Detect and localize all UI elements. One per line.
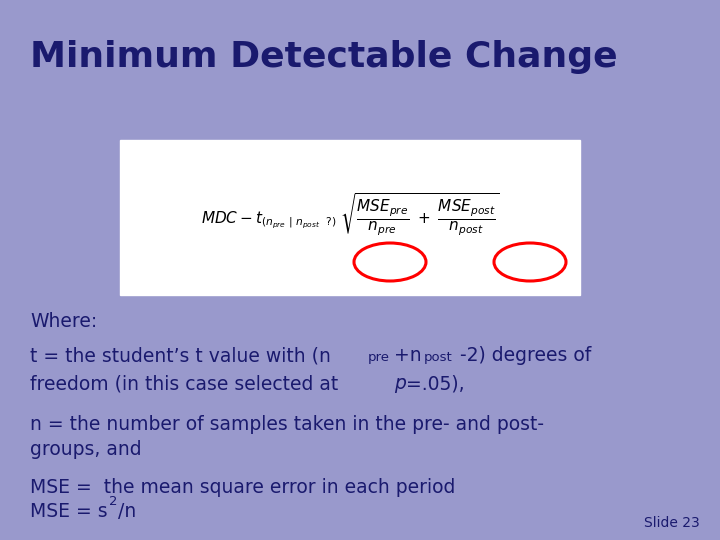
Text: post: post [424,351,453,364]
Text: MSE = s: MSE = s [30,502,107,521]
Text: /n: /n [118,502,136,521]
Text: n = the number of samples taken in the pre- and post-: n = the number of samples taken in the p… [30,415,544,434]
Text: freedom (in this case selected at: freedom (in this case selected at [30,374,344,393]
Text: Slide 23: Slide 23 [644,516,700,530]
Text: p: p [394,374,406,393]
Text: -2) degrees of: -2) degrees of [460,346,591,365]
Text: 2: 2 [109,495,117,508]
Text: Minimum Detectable Change: Minimum Detectable Change [30,40,618,74]
Text: groups, and: groups, and [30,440,142,459]
Text: $MDC - t_{(n_{pre}\ |\ n_{post}\ \ ?)}\ $$\sqrt{\dfrac{MSE_{pre}}{n_{pre}}\ +\ \: $MDC - t_{(n_{pre}\ |\ n_{post}\ \ ?)}\ … [201,192,500,238]
Text: Where:: Where: [30,312,97,331]
Text: MSE =  the mean square error in each period: MSE = the mean square error in each peri… [30,478,455,497]
Text: +n: +n [394,346,422,365]
Text: t = the student’s t value with (n: t = the student’s t value with (n [30,346,331,365]
FancyBboxPatch shape [120,140,580,295]
Text: =.05),: =.05), [406,374,464,393]
Text: pre: pre [368,351,390,364]
